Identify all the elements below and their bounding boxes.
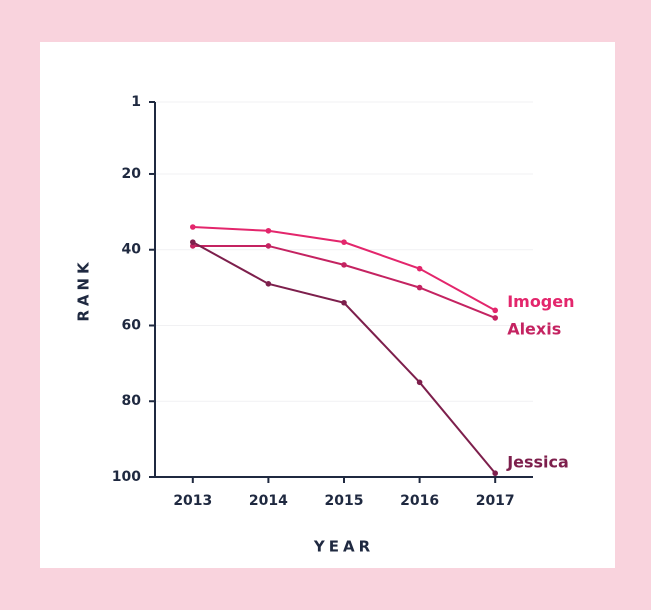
series-line [192, 241, 496, 474]
y-tick-label: 80 [122, 393, 142, 409]
series-label: Jessica [506, 453, 569, 472]
point [265, 227, 272, 234]
panel [40, 42, 615, 568]
series-label: Imogen [507, 292, 574, 311]
x-tick-label: 2017 [476, 493, 515, 509]
point [492, 315, 499, 321]
y-tick-label: 40 [122, 242, 142, 258]
point [341, 262, 347, 268]
point [190, 239, 196, 245]
y-tick-label: 20 [122, 166, 142, 182]
point [341, 299, 347, 306]
point [416, 284, 423, 291]
point [416, 265, 423, 272]
x-tick-label: 2016 [400, 493, 439, 509]
y-tick-label: 100 [112, 469, 141, 485]
x-axis-title: YEAR [313, 538, 374, 556]
y-tick-label: 60 [122, 317, 142, 333]
point [492, 470, 499, 477]
point [341, 239, 347, 245]
point [190, 224, 196, 230]
x-tick-label: 2014 [249, 493, 288, 509]
point [265, 243, 272, 249]
point [265, 281, 272, 287]
x-tick-label: 2013 [173, 493, 212, 509]
series-line [192, 244, 496, 319]
x-tick-label: 2015 [325, 493, 364, 509]
y-tick-label: 1 [131, 94, 141, 110]
y-axis-title: RANK [75, 258, 93, 321]
point [416, 379, 423, 386]
point [492, 307, 499, 314]
series-label: Alexis [507, 319, 561, 338]
